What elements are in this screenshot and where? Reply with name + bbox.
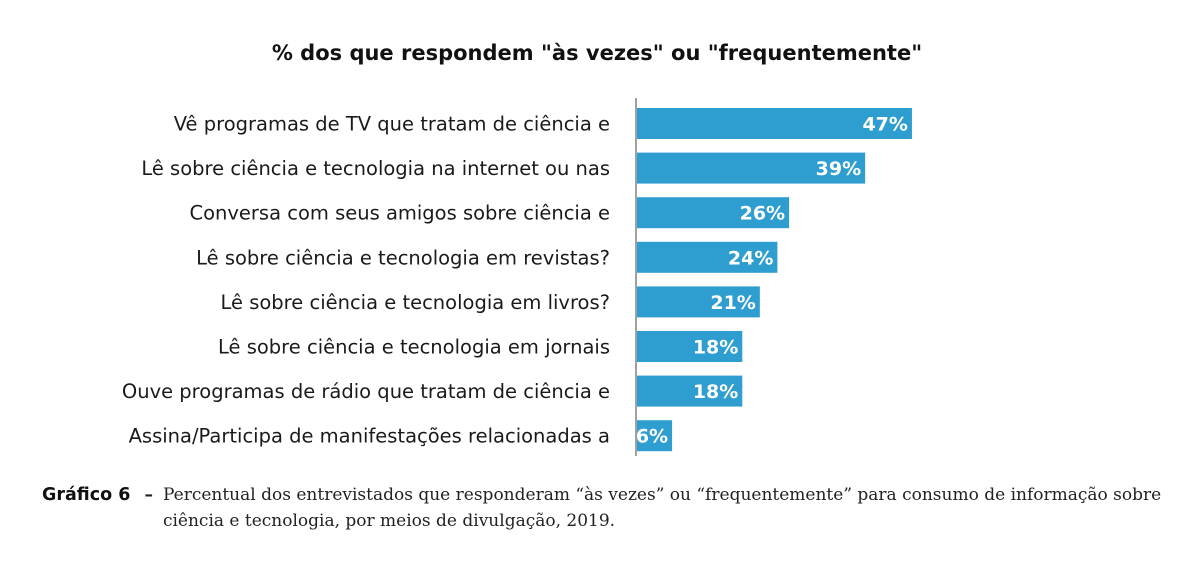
bar xyxy=(637,108,912,139)
category-label: Conversa com seus amigos sobre ciência e xyxy=(189,202,610,225)
category-label: Lê sobre ciência e tecnologia em livros? xyxy=(221,291,611,314)
caption-label: Gráfico 6 xyxy=(42,485,131,505)
bars-group: Vê programas de TV que tratam de ciência… xyxy=(122,108,912,452)
caption-text: Percentual dos entrevistados que respond… xyxy=(162,485,1162,531)
data-label: 21% xyxy=(710,292,755,314)
chart-title: % dos que respondem "às vezes" ou "frequ… xyxy=(272,41,922,65)
category-label: Lê sobre ciência e tecnologia em revista… xyxy=(196,246,610,269)
category-label: Lê sobre ciência e tecnologia na interne… xyxy=(141,157,610,180)
bar xyxy=(637,420,673,452)
data-label: 18% xyxy=(693,381,738,403)
bar xyxy=(637,331,743,362)
category-label: Vê programas de TV que tratam de ciência… xyxy=(174,113,610,136)
bar xyxy=(637,375,743,407)
bar xyxy=(637,286,760,318)
data-label: 26% xyxy=(740,203,785,225)
figure-caption: Gráfico 6– Percentual dos entrevistados … xyxy=(42,482,1192,534)
data-label: 18% xyxy=(693,337,738,359)
data-label: 39% xyxy=(816,158,861,180)
data-label: 6% xyxy=(636,426,668,448)
category-label: Ouve programas de rádio que tratam de ci… xyxy=(122,380,610,403)
bar xyxy=(637,152,866,184)
category-label: Assina/Participa de manifestações relaci… xyxy=(129,425,610,448)
bar xyxy=(637,241,778,273)
data-label: 47% xyxy=(862,114,907,136)
data-label: 24% xyxy=(728,247,773,269)
category-label: Lê sobre ciência e tecnologia em jornais xyxy=(218,336,610,359)
bar xyxy=(637,197,790,229)
caption-dash: – xyxy=(144,485,153,505)
bar-chart: % dos que respondem "às vezes" ou "frequ… xyxy=(122,41,922,456)
